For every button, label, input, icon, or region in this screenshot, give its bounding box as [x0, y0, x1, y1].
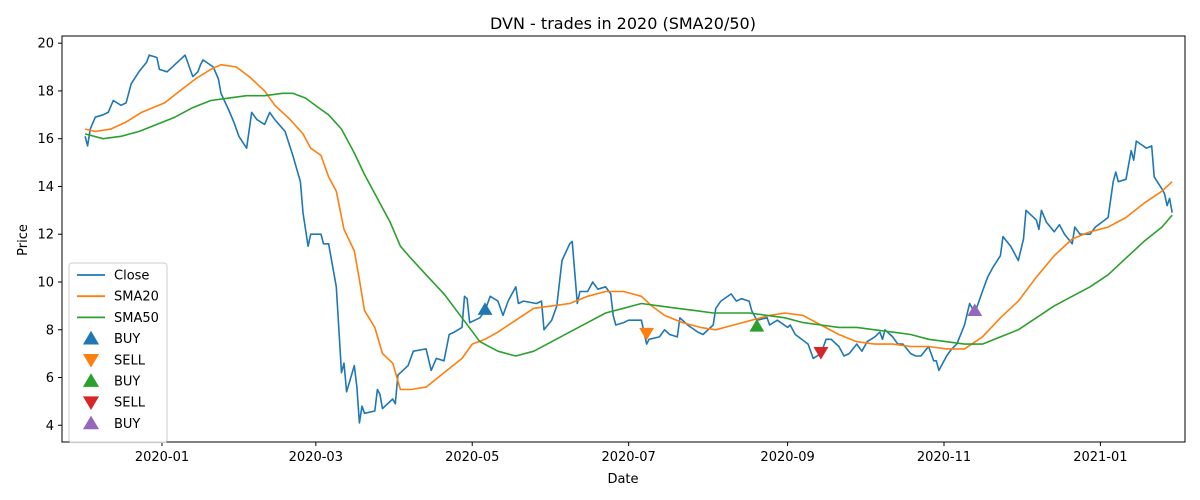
legend-label: BUY	[114, 375, 140, 390]
series-line-sma50	[84, 92, 1173, 357]
legend-marker-sell	[82, 353, 100, 368]
x-tick-label: 2021-01	[1073, 450, 1127, 465]
x-tick-label: 2020-01	[135, 450, 189, 465]
trade-marker-sell	[813, 347, 829, 360]
y-tick-label: 12	[37, 228, 54, 243]
legend-marker-buy	[82, 415, 100, 430]
trade-marker-buy	[477, 302, 493, 315]
x-axis-title: Date	[607, 472, 638, 487]
trade-marker-sell	[639, 327, 655, 341]
x-tick-label: 2020-11	[917, 450, 971, 465]
y-axis-title: Price	[16, 224, 31, 256]
y-tick-label: 4	[46, 419, 54, 434]
legend-label: SMA20	[114, 290, 159, 305]
trade-marker-buy	[749, 318, 765, 332]
y-tick-label: 16	[37, 132, 54, 147]
y-tick-label: 6	[46, 371, 54, 386]
legend-label: Close	[114, 269, 149, 284]
y-tick-label: 20	[37, 37, 54, 52]
legend-label: SELL	[114, 396, 146, 411]
legend-label: SELL	[114, 353, 146, 368]
y-tick-label: 18	[37, 84, 54, 99]
x-tick-label: 2020-07	[601, 450, 655, 465]
series-line-close	[84, 54, 1173, 424]
plot-area: 4 6 8 10 12 14 16 18 20 2020-01 2020-03 2020-05 2020…	[37, 35, 1186, 465]
legend-marker-buy	[82, 330, 100, 345]
legend: Close SMA20 SMA50 BUY SELL BUY SELL BUY	[68, 262, 168, 444]
chart-title: DVN - trades in 2020 (SMA20/50)	[490, 14, 756, 33]
x-tick-label: 2020-09	[760, 450, 814, 465]
legend-label: BUY	[114, 417, 140, 432]
trade-marker-buy	[967, 303, 983, 317]
x-tick-label: 2020-05	[445, 450, 499, 465]
y-tick-label: 10	[37, 275, 54, 290]
series-line-sma20	[84, 63, 1173, 391]
y-tick-label: 14	[37, 180, 54, 195]
x-tick-label: 2020-03	[289, 450, 343, 465]
legend-label: BUY	[114, 332, 140, 347]
legend-marker-sell	[82, 396, 100, 410]
legend-marker-buy	[82, 373, 100, 387]
y-tick-label: 8	[46, 323, 54, 338]
plot-frame	[61, 35, 1186, 443]
legend-label: SMA50	[114, 311, 159, 326]
